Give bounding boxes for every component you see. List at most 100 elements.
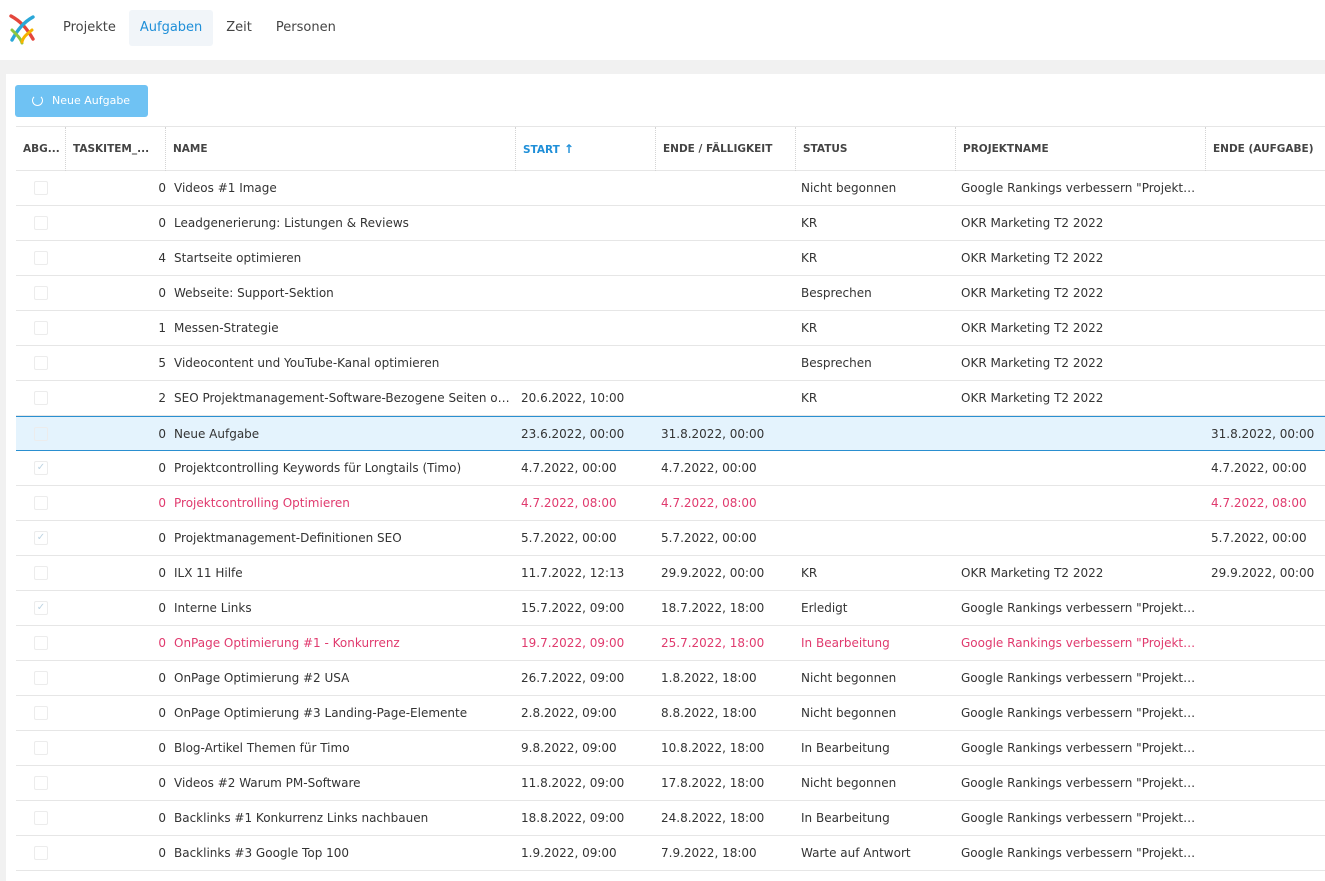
completed-checkbox-checked[interactable]: ✓ <box>34 601 48 615</box>
app-logo-icon <box>9 14 35 45</box>
cell-taskitem: 0 <box>158 671 166 685</box>
cell-taskitem: 5 <box>158 356 166 370</box>
cell-taskitem: 0 <box>158 566 166 580</box>
cell-start <box>521 206 652 240</box>
completed-checkbox[interactable] <box>34 356 48 370</box>
cell-name: Projektcontrolling Keywords für Longtail… <box>174 461 462 475</box>
cell-status: Besprechen <box>801 286 872 300</box>
column-header-project[interactable]: PROJEKTNAME <box>956 127 1206 171</box>
table-row[interactable]: ✓ 0 Projektcontrolling Keywords für Longta… <box>16 451 1325 486</box>
column-header-label: ENDE / FÄLLIGKEIT <box>663 143 773 155</box>
cell-status: Nicht begonnen <box>801 181 897 195</box>
cell-status: In Bearbeitung <box>801 636 890 650</box>
cell-status <box>801 451 952 485</box>
cell-status: Nicht begonnen <box>801 706 897 720</box>
completed-checkbox[interactable] <box>34 671 48 685</box>
cell-start: 9.8.2022, 09:00 <box>521 741 617 755</box>
completed-checkbox[interactable] <box>34 321 48 335</box>
table-row[interactable]: 0 ILX 11 Hilfe 11.7.2022, 12:13 29.9.2022, … <box>16 556 1325 591</box>
completed-checkbox[interactable] <box>34 741 48 755</box>
completed-checkbox[interactable] <box>34 706 48 720</box>
completed-checkbox[interactable] <box>34 846 48 860</box>
table-row[interactable]: 0 OnPage Optimierung #1 - Konkurrenz 19.7.… <box>16 626 1325 661</box>
completed-checkbox[interactable] <box>34 566 48 580</box>
table-row[interactable]: 5 Videocontent und YouTube-Kanal optimier… <box>16 346 1325 381</box>
table-row[interactable]: ✓ 0 Interne Links 15.7.2022, 09:00 18.7.2022… <box>16 591 1325 626</box>
completed-checkbox[interactable] <box>34 427 48 441</box>
cell-project: OKR Marketing T2 2022 <box>961 356 1104 370</box>
cell-project: Google Rankings verbessern "Projektmanag… <box>961 636 1198 650</box>
nav-item-personen[interactable]: Personen <box>275 20 336 35</box>
table-row[interactable]: 0 Videos #2 Warum PM-Software 11.8.2022, 0… <box>16 766 1325 801</box>
table-row[interactable]: 0 Backlinks #3 Google Top 100 1.9.2022, 09… <box>16 836 1325 871</box>
cell-status <box>801 521 952 555</box>
completed-checkbox[interactable] <box>34 286 48 300</box>
cell-name: Interne Links <box>174 601 252 615</box>
cell-status: Erledigt <box>801 601 848 615</box>
sort-ascending-icon[interactable]: ↑ <box>563 142 574 156</box>
completed-checkbox[interactable] <box>34 391 48 405</box>
cell-project: Google Rankings verbessern "Projektmanag… <box>961 846 1198 860</box>
cell-start <box>521 171 652 205</box>
cell-status <box>801 417 952 451</box>
cell-end: 4.7.2022, 08:00 <box>661 496 757 510</box>
completed-checkbox[interactable] <box>34 811 48 825</box>
cell-project <box>961 486 1198 520</box>
cell-end: 29.9.2022, 00:00 <box>661 566 765 580</box>
nav-item-projekte[interactable]: Projekte <box>63 20 116 35</box>
cell-project <box>961 417 1198 451</box>
cell-taskitem: 0 <box>158 181 166 195</box>
nav-item-aufgaben[interactable]: Aufgaben <box>128 10 214 46</box>
table-row[interactable]: 0 Blog-Artikel Themen für Timo 9.8.2022, 0… <box>16 731 1325 766</box>
cell-name: Videos #1 Image <box>174 181 277 195</box>
table-row[interactable]: 0 Backlinks #1 Konkurrenz Links nachbauen… <box>16 801 1325 836</box>
column-header-end[interactable]: ENDE / FÄLLIGKEIT <box>656 127 796 171</box>
cell-status <box>801 486 952 520</box>
completed-checkbox[interactable] <box>34 181 48 195</box>
table-row[interactable]: 4 Startseite optimieren KR OKR Marketing T2… <box>16 241 1325 276</box>
completed-checkbox[interactable] <box>34 636 48 650</box>
completed-checkbox-checked[interactable]: ✓ <box>34 461 48 475</box>
table-row[interactable]: 0 Videos #1 Image Nicht begonnen Google Ran… <box>16 171 1325 206</box>
cell-end: 5.7.2022, 00:00 <box>661 531 757 545</box>
table-row[interactable]: 0 OnPage Optimierung #3 Landing-Page-Elem… <box>16 696 1325 731</box>
table-row[interactable]: 0 Webseite: Support-Sektion Besprechen OKR … <box>16 276 1325 311</box>
cell-name: Backlinks #3 Google Top 100 <box>174 846 350 860</box>
table-row[interactable]: 0 Projektcontrolling Optimieren 4.7.2022, … <box>16 486 1325 521</box>
new-task-button-label: Neue Aufgabe <box>52 94 131 107</box>
table-row[interactable]: ✓ 0 Projektmanagement-Definitionen SEO 5.7.… <box>16 521 1325 556</box>
column-header-name[interactable]: NAME <box>166 127 516 171</box>
completed-checkbox[interactable] <box>34 776 48 790</box>
cell-project: Google Rankings verbessern "Projektmanag… <box>961 776 1198 790</box>
column-header-done[interactable]: ABG... <box>16 127 66 171</box>
completed-checkbox[interactable] <box>34 496 48 510</box>
table-row[interactable]: 0 Leadgenerierung: Listungen & Reviews KR O… <box>16 206 1325 241</box>
column-header-status[interactable]: STATUS <box>796 127 956 171</box>
task-list-panel: Neue Aufgabe ABG... TASKITEM_... NAME START… <box>6 74 1325 881</box>
completed-checkbox[interactable] <box>34 251 48 265</box>
cell-end <box>661 381 792 415</box>
cell-start <box>521 311 652 345</box>
cell-taskitem: 0 <box>158 461 166 475</box>
nav-item-zeit[interactable]: Zeit <box>226 20 252 35</box>
table-row[interactable]: 1 Messen-Strategie KR OKR Marketing T2 2022 <box>16 311 1325 346</box>
cell-taskitem: 2 <box>158 391 166 405</box>
cell-start: 26.7.2022, 09:00 <box>521 671 625 685</box>
cell-name: Leadgenerierung: Listungen & Reviews <box>174 216 409 230</box>
table-row[interactable]: 2 SEO Projektmanagement-Software-Bezogene… <box>16 381 1325 416</box>
cell-task-end <box>1211 381 1325 415</box>
new-task-button[interactable]: Neue Aufgabe <box>15 85 148 117</box>
column-header-start[interactable]: START ↑ <box>516 127 656 171</box>
column-header-taskitem[interactable]: TASKITEM_... <box>66 127 166 171</box>
completed-checkbox[interactable] <box>34 216 48 230</box>
completed-checkbox-checked[interactable]: ✓ <box>34 531 48 545</box>
table-row[interactable]: 0 Neue Aufgabe 23.6.2022, 00:00 31.8.2022, … <box>16 416 1325 451</box>
column-header-label: NAME <box>173 143 208 155</box>
cell-end: 17.8.2022, 18:00 <box>661 776 765 790</box>
table-row[interactable]: 0 OnPage Optimierung #2 USA 26.7.2022, 09:… <box>16 661 1325 696</box>
cell-project: OKR Marketing T2 2022 <box>961 216 1104 230</box>
table-body: 0 Videos #1 Image Nicht begonnen Google Ran… <box>16 171 1325 871</box>
checkmark-icon: ✓ <box>36 602 46 613</box>
column-header-task-end[interactable]: ENDE (AUFGABE) <box>1206 127 1325 171</box>
cell-status: Nicht begonnen <box>801 671 897 685</box>
